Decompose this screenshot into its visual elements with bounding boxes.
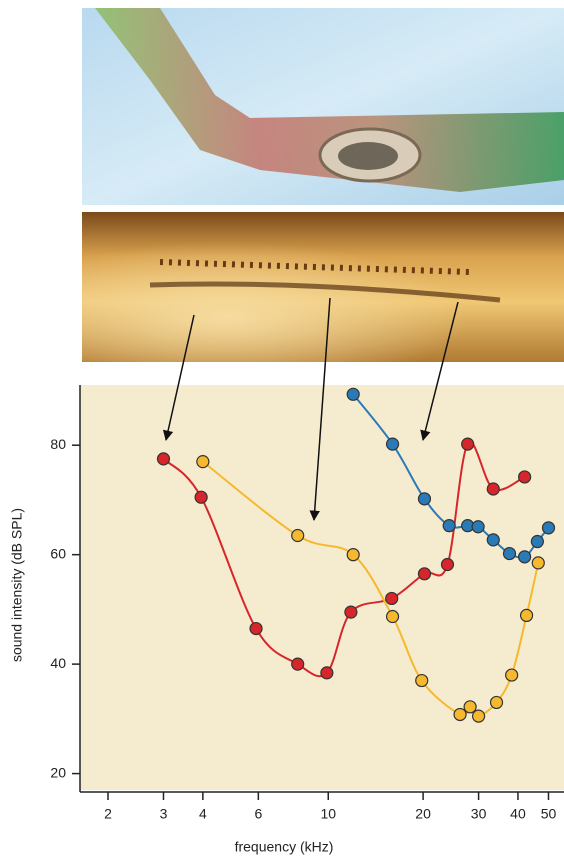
data-point xyxy=(531,536,543,548)
data-point xyxy=(464,701,476,713)
data-point xyxy=(491,696,503,708)
data-point xyxy=(292,530,304,542)
photo-leg xyxy=(82,8,564,205)
x-tick-label: 50 xyxy=(541,806,557,822)
data-point xyxy=(462,438,474,450)
data-point xyxy=(387,611,399,623)
data-point xyxy=(472,521,484,533)
x-tick-label: 20 xyxy=(415,806,431,822)
data-point xyxy=(292,658,304,670)
x-tick-label: 6 xyxy=(254,806,262,822)
y-tick-label: 60 xyxy=(50,545,66,561)
data-point xyxy=(487,534,499,546)
plot-area xyxy=(80,385,564,790)
data-point xyxy=(157,453,169,465)
x-tick-label: 10 xyxy=(320,806,336,822)
data-point xyxy=(443,520,455,532)
x-tick-label: 40 xyxy=(510,806,526,822)
data-point xyxy=(387,438,399,450)
data-point xyxy=(521,609,533,621)
data-point xyxy=(347,388,359,400)
data-point xyxy=(503,548,515,560)
data-point xyxy=(418,493,430,505)
data-point xyxy=(441,559,453,571)
data-point xyxy=(519,471,531,483)
y-axis-label: sound intensity (dB SPL) xyxy=(9,508,25,662)
data-point xyxy=(519,551,531,563)
y-tick-label: 20 xyxy=(50,764,66,780)
data-point xyxy=(532,557,544,569)
data-point xyxy=(487,483,499,495)
data-point xyxy=(506,669,518,681)
data-point xyxy=(418,568,430,580)
data-point xyxy=(347,549,359,561)
x-tick-label: 2 xyxy=(104,806,112,822)
data-point xyxy=(250,623,262,635)
data-point xyxy=(386,592,398,604)
data-point xyxy=(345,606,357,618)
photo-organ xyxy=(82,212,564,362)
data-point xyxy=(195,491,207,503)
data-point xyxy=(454,708,466,720)
x-tick-label: 30 xyxy=(471,806,487,822)
data-point xyxy=(473,710,485,722)
x-tick-label: 3 xyxy=(160,806,168,822)
data-point xyxy=(416,675,428,687)
data-point xyxy=(197,456,209,468)
data-point xyxy=(542,522,554,534)
y-tick-label: 40 xyxy=(50,655,66,671)
y-tick-label: 80 xyxy=(50,436,66,452)
figure: frequency (kHz) sound intensity (dB SPL)… xyxy=(0,0,564,858)
x-tick-label: 4 xyxy=(199,806,207,822)
data-point xyxy=(321,667,333,679)
x-axis-label: frequency (kHz) xyxy=(235,839,334,855)
